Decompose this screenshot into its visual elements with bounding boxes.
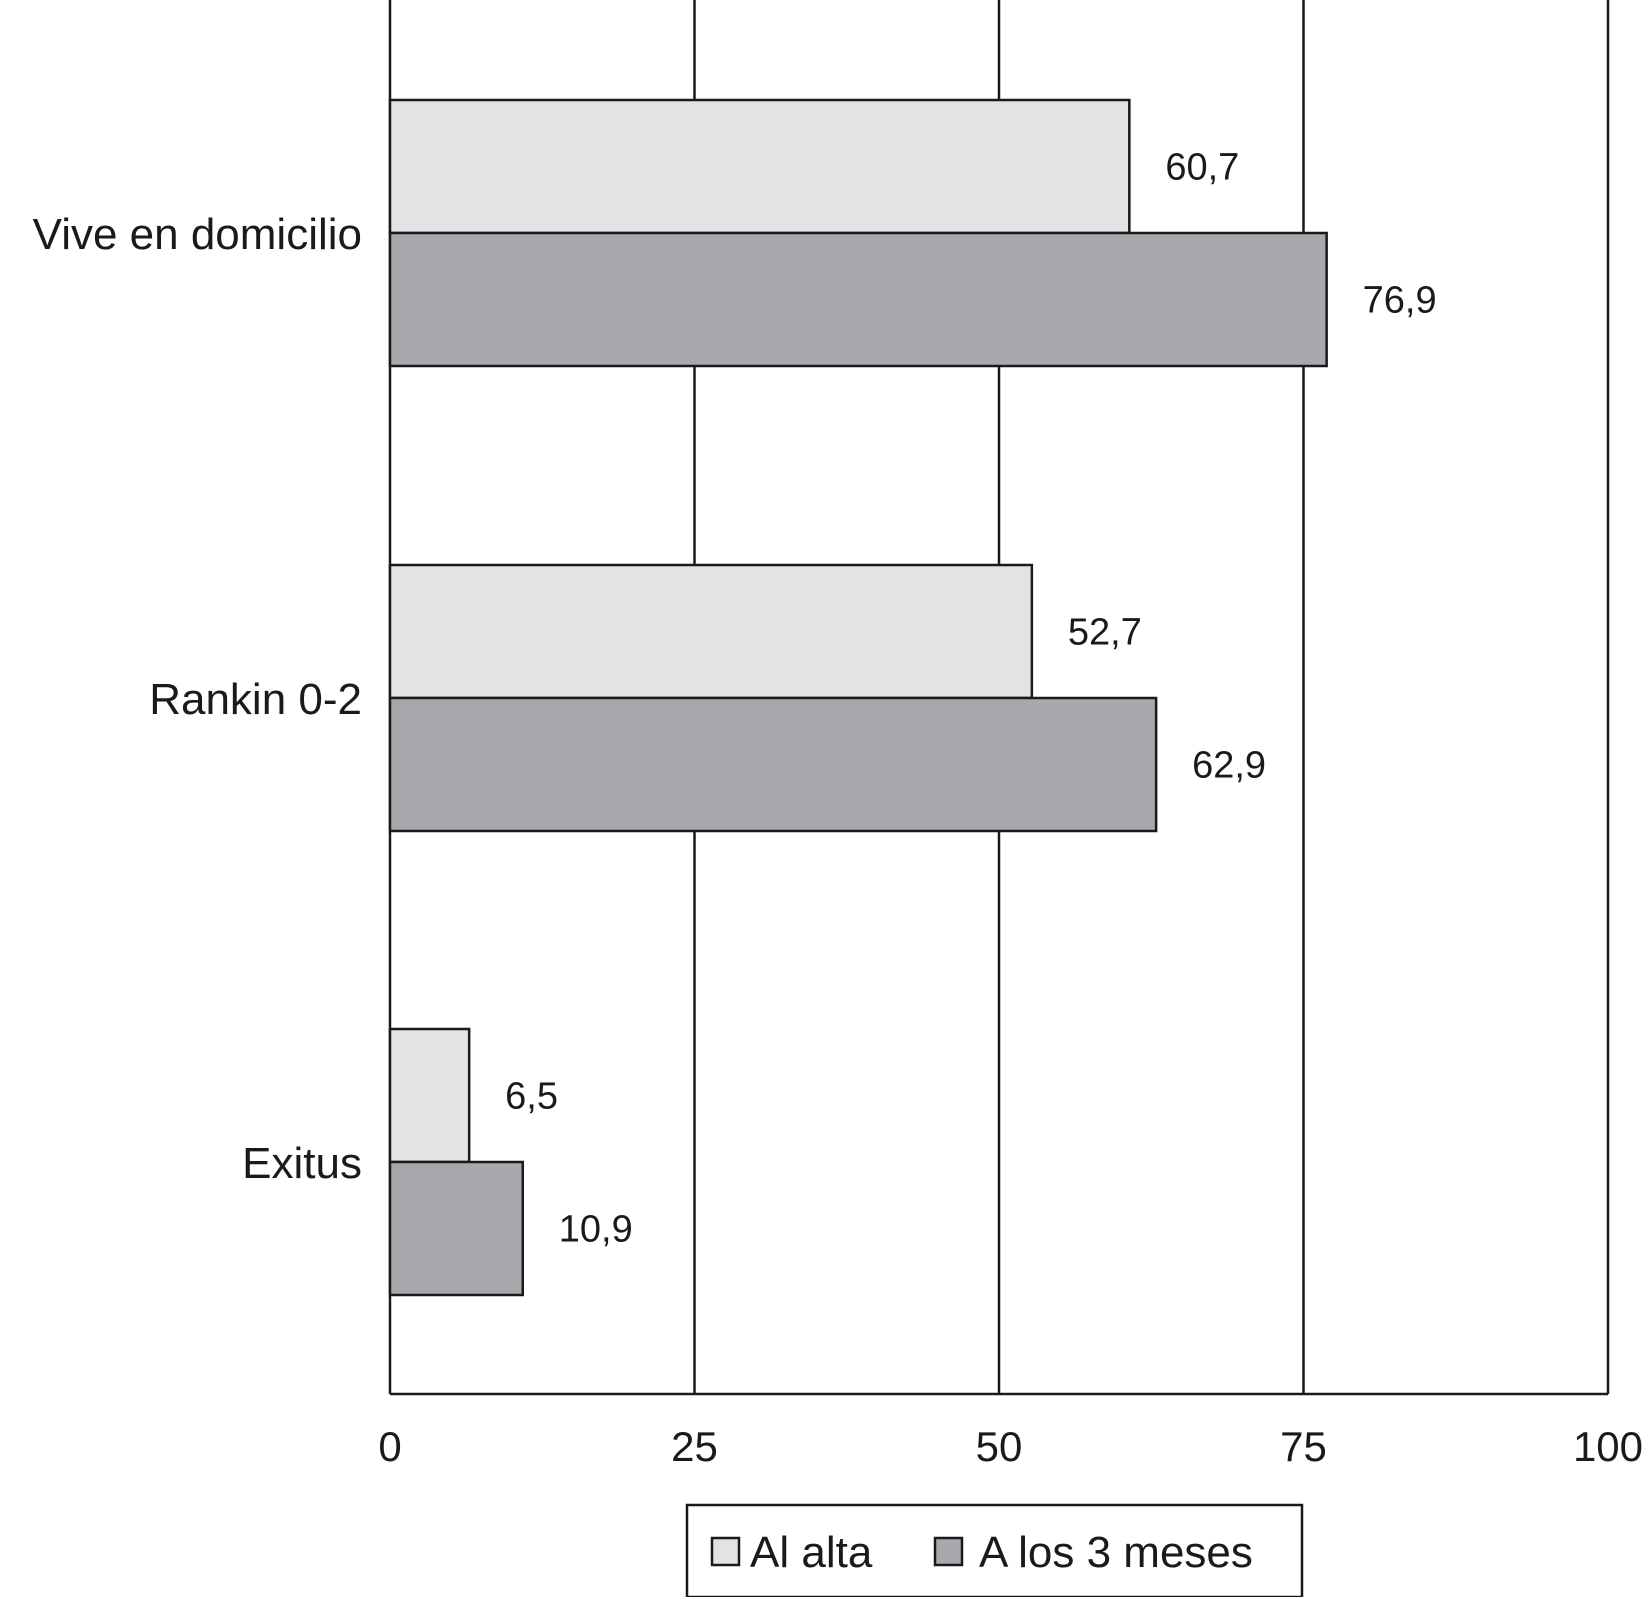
data-label-1-0: 52,7 [1068, 612, 1142, 654]
bar-2-0 [388, 1027, 471, 1164]
data-label-1-1: 62,9 [1192, 745, 1266, 787]
legend: Al alta A los 3 meses [685, 1503, 1304, 1599]
x-tick-label-2: 50 [976, 1423, 1023, 1470]
bar-2-1 [388, 1160, 525, 1297]
x-tick-label-1: 25 [671, 1423, 718, 1470]
bar-0-0 [388, 98, 1131, 235]
x-tick-label-0: 0 [378, 1423, 401, 1470]
x-tick-label-4: 100 [1573, 1423, 1643, 1470]
legend-swatch-0 [710, 1536, 741, 1567]
bars-layer [388, 98, 1328, 1297]
x-tick-label-3: 75 [1280, 1423, 1327, 1470]
legend-label-1: A los 3 meses [979, 1528, 1253, 1577]
data-label-2-0: 6,5 [505, 1076, 558, 1118]
data-label-0-1: 76,9 [1363, 280, 1437, 322]
bar-1-0 [388, 563, 1034, 700]
data-label-0-0: 60,7 [1165, 147, 1239, 189]
category-label-2: Exitus [242, 1139, 362, 1188]
legend-swatch-1 [933, 1536, 964, 1567]
legend-label-0: Al alta [750, 1528, 873, 1577]
bar-1-1 [388, 696, 1158, 833]
labels-layer: 0 25 50 75 100 60,7 76,9 Vive en domicilio 52,7 6… [33, 147, 1643, 1471]
bar-0-1 [388, 231, 1328, 368]
category-label-1: Rankin 0-2 [149, 675, 362, 724]
category-label-0: Vive en domicilio [33, 210, 362, 259]
data-label-2-1: 10,9 [559, 1209, 633, 1251]
